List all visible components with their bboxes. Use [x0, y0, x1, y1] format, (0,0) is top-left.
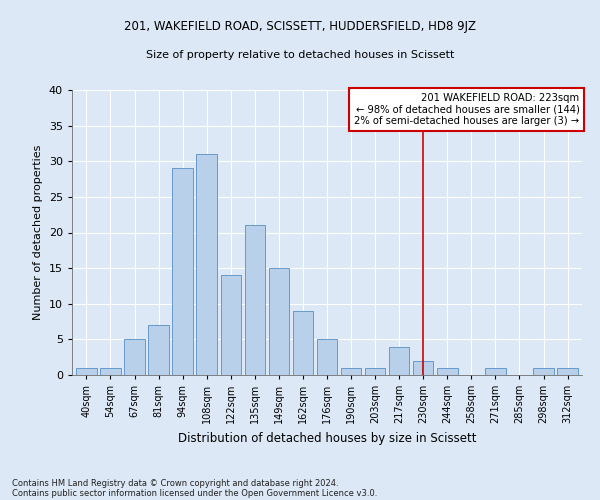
Text: 201 WAKEFIELD ROAD: 223sqm
← 98% of detached houses are smaller (144)
2% of semi: 201 WAKEFIELD ROAD: 223sqm ← 98% of deta…	[355, 93, 580, 126]
Text: Contains public sector information licensed under the Open Government Licence v3: Contains public sector information licen…	[12, 489, 377, 498]
Bar	[389, 346, 409, 375]
Bar	[341, 368, 361, 375]
Bar	[148, 325, 169, 375]
Text: 201, WAKEFIELD ROAD, SCISSETT, HUDDERSFIELD, HD8 9JZ: 201, WAKEFIELD ROAD, SCISSETT, HUDDERSFI…	[124, 20, 476, 33]
Bar	[557, 368, 578, 375]
Bar	[413, 361, 433, 375]
Bar	[221, 275, 241, 375]
Bar	[172, 168, 193, 375]
Bar	[293, 311, 313, 375]
Bar	[365, 368, 385, 375]
Bar	[317, 340, 337, 375]
Bar	[245, 226, 265, 375]
Bar	[100, 368, 121, 375]
X-axis label: Distribution of detached houses by size in Scissett: Distribution of detached houses by size …	[178, 432, 476, 444]
Bar	[76, 368, 97, 375]
Text: Contains HM Land Registry data © Crown copyright and database right 2024.: Contains HM Land Registry data © Crown c…	[12, 478, 338, 488]
Text: Size of property relative to detached houses in Scissett: Size of property relative to detached ho…	[146, 50, 454, 60]
Bar	[437, 368, 458, 375]
Bar	[124, 340, 145, 375]
Y-axis label: Number of detached properties: Number of detached properties	[33, 145, 43, 320]
Bar	[485, 368, 506, 375]
Bar	[533, 368, 554, 375]
Bar	[269, 268, 289, 375]
Bar	[196, 154, 217, 375]
